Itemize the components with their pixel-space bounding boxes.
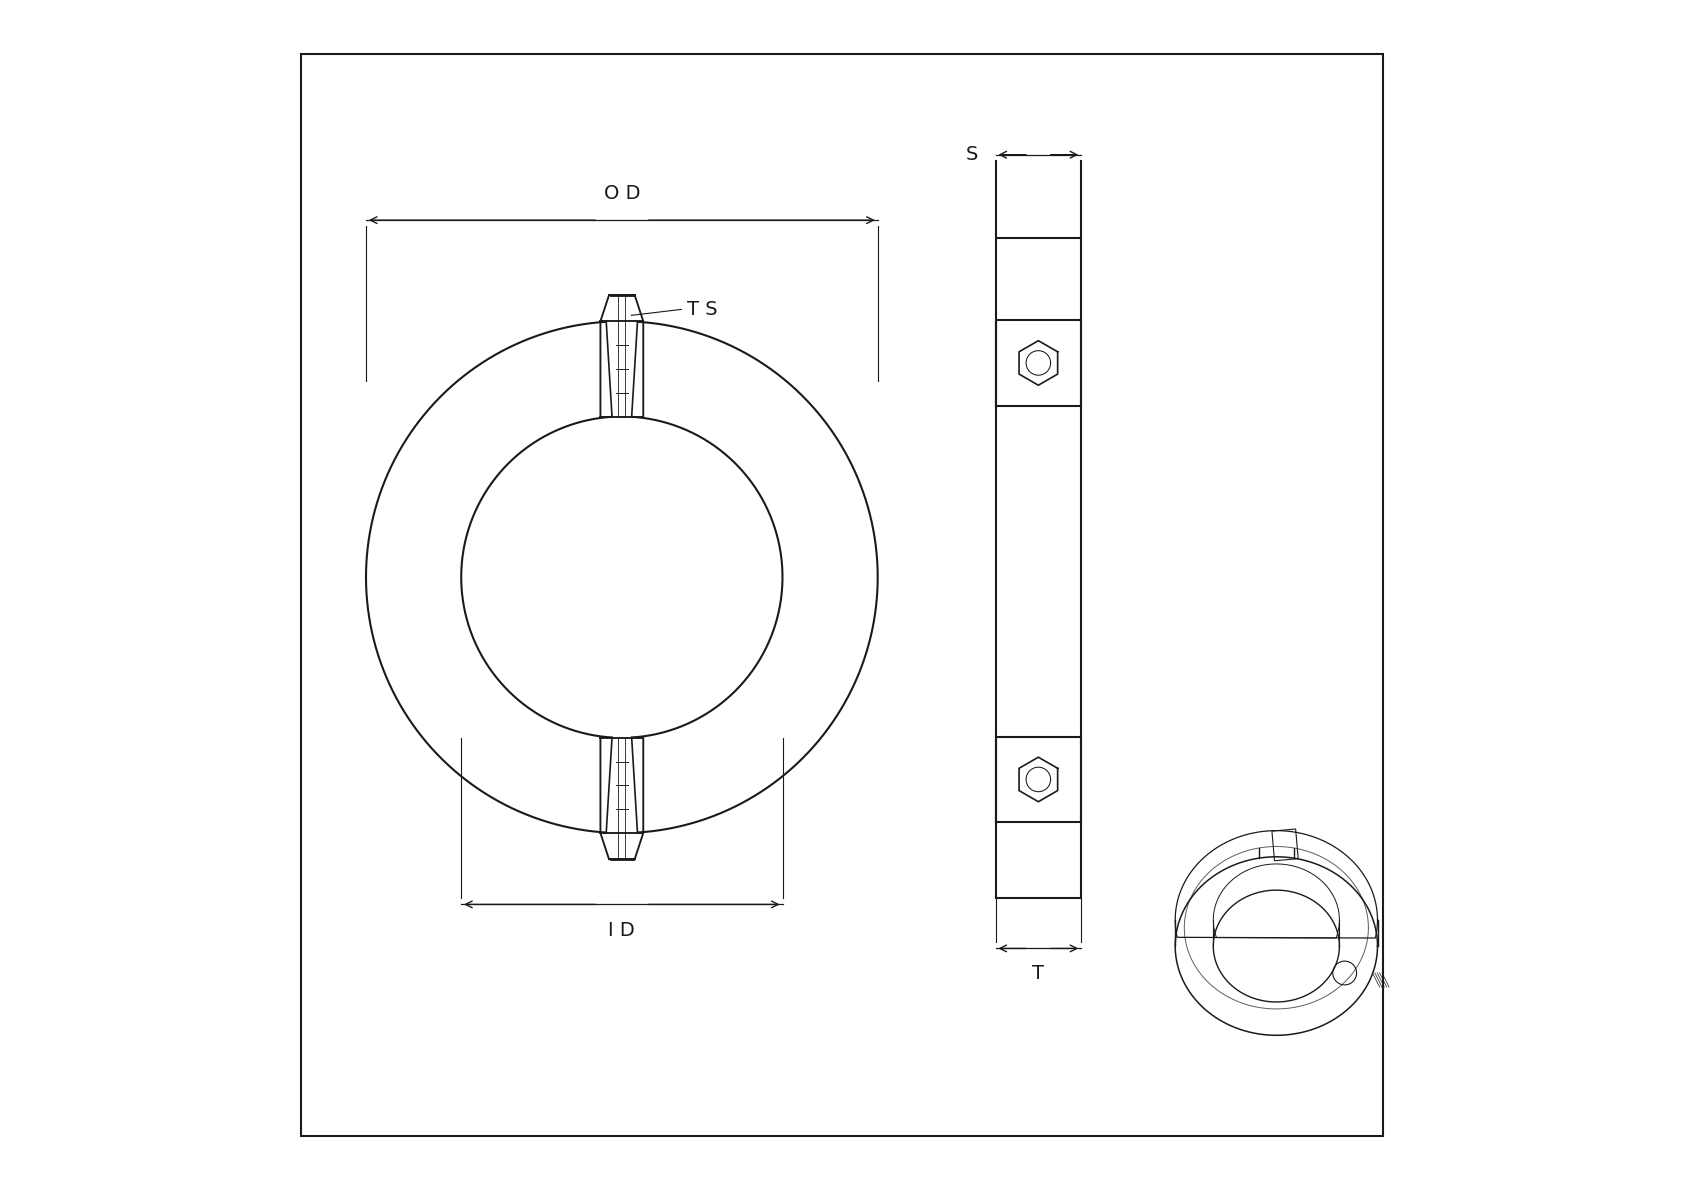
Text: S: S: [965, 145, 978, 164]
Text: T S: T S: [687, 300, 717, 319]
Bar: [1271, 829, 1298, 860]
Text: I D: I D: [608, 921, 635, 940]
Text: T: T: [1032, 964, 1044, 983]
Text: O D: O D: [603, 184, 640, 203]
